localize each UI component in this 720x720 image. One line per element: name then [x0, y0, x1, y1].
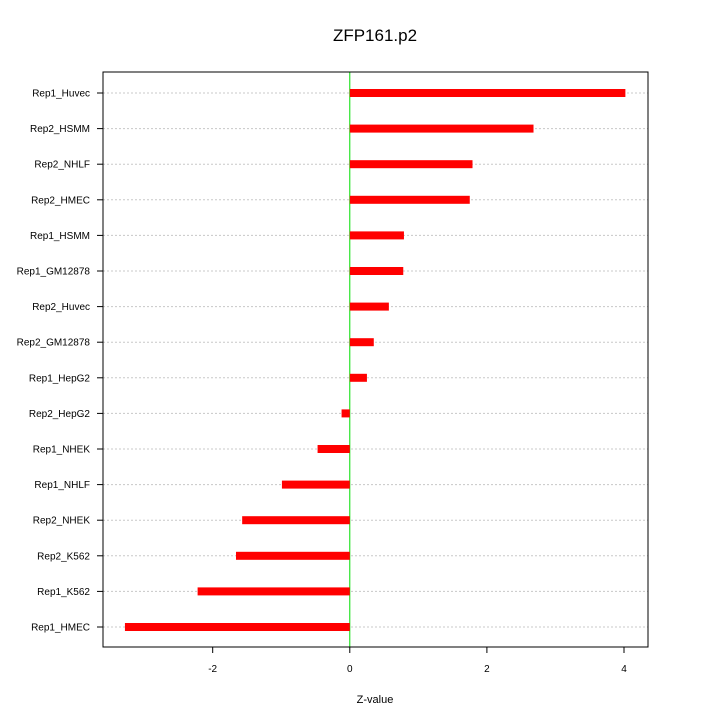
bar: [349, 373, 367, 382]
bar: [235, 551, 350, 560]
y-tick-label: Rep1_HMEC: [31, 623, 90, 634]
y-tick-label: Rep2_HepG2: [29, 409, 91, 420]
y-tick-label: Rep1_Huvec: [32, 89, 90, 100]
bar: [317, 445, 350, 453]
y-tick-label: Rep2_HMEC: [31, 195, 90, 206]
x-tick-label: 0: [347, 664, 353, 675]
bar: [349, 338, 374, 347]
x-axis: -2 0 2 4: [208, 647, 627, 675]
x-tick-label: 2: [484, 664, 490, 675]
y-tick-label: Rep2_Huvec: [32, 302, 90, 313]
chart-title: ZFP161.p2: [333, 26, 417, 45]
x-tick-label: -2: [208, 664, 217, 675]
bar: [349, 267, 404, 275]
y-tick-label: Rep1_GM12878: [17, 267, 91, 278]
plot-frame: [102, 71, 649, 648]
y-tick-label: Rep1_HepG2: [29, 373, 91, 384]
bar: [341, 409, 350, 418]
y-tick-label: Rep2_HSMM: [30, 124, 90, 135]
y-tick-label: Rep2_K562: [37, 551, 90, 562]
bar: [349, 160, 473, 169]
x-tick-label: 4: [621, 664, 627, 675]
bar: [124, 623, 350, 631]
bar: [349, 89, 626, 97]
bars: [124, 89, 626, 631]
y-tick-label: Rep2_NHLF: [34, 160, 90, 171]
bar: [349, 231, 404, 240]
grid-lines: [103, 92, 648, 628]
x-axis-label: Z-value: [357, 694, 394, 706]
bar: [349, 124, 534, 133]
y-tick-label: Rep2_GM12878: [17, 338, 91, 349]
y-tick-label: Rep1_K562: [37, 587, 90, 598]
bar: [349, 302, 389, 311]
y-tick-label: Rep1_HSMM: [30, 231, 90, 242]
y-tick-label: Rep1_NHLF: [34, 480, 90, 491]
bar: [281, 480, 350, 489]
y-tick-labels: Rep1_Huvec Rep2_HSMM Rep2_NHLF Rep2_HMEC Rep…: [17, 89, 103, 634]
bar: [242, 516, 350, 525]
y-tick-label: Rep2_NHEK: [33, 516, 91, 527]
bar: [197, 587, 350, 596]
y-tick-label: Rep1_NHEK: [33, 445, 91, 456]
bar: [349, 195, 470, 204]
